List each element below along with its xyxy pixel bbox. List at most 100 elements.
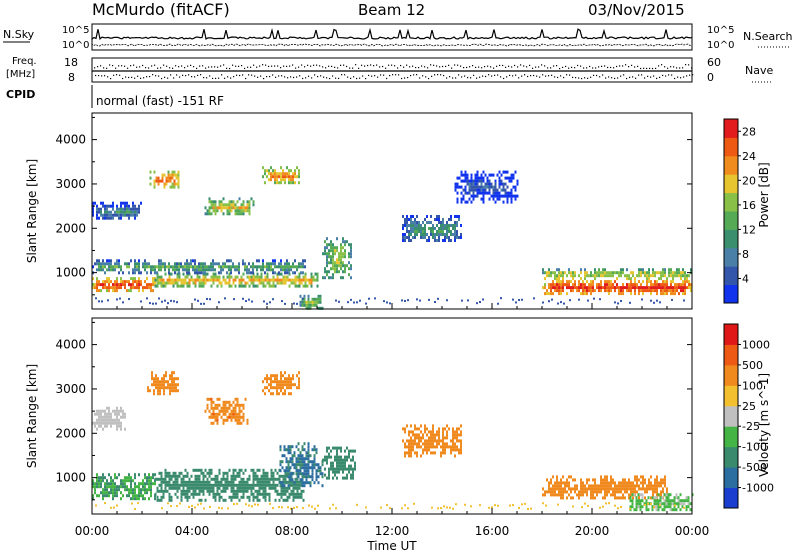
data-cell [172,483,175,487]
data-cell [404,451,406,455]
nave-dot [688,64,690,66]
nave-dot [131,76,133,78]
data-cell [266,175,268,179]
data-cell [218,203,221,207]
data-cell [180,477,183,481]
data-cell [230,415,233,419]
data-cell [270,262,272,266]
data-cell [142,265,144,269]
data-cell [144,497,146,501]
data-cell [432,233,434,236]
data-cell [272,483,275,487]
data-cell [634,283,636,287]
data-cell [596,490,598,494]
data-cell [328,255,330,259]
data-cell [669,493,672,497]
data-cell [672,286,674,290]
data-cell [406,218,408,221]
data-cell [426,445,428,449]
data-cell [268,383,270,387]
data-cell [138,280,140,284]
data-cell [100,485,102,489]
data-cell [256,474,259,478]
data-cell [622,292,624,296]
data-cell [602,481,604,485]
data-cell [446,424,448,428]
data-cell [292,262,294,266]
data-cell [684,280,686,284]
data-cell [562,280,564,284]
data-cell [256,259,258,263]
data-cell [510,176,513,180]
data-cell [412,221,414,224]
data-cell [618,496,620,500]
data-cell [106,216,108,220]
data-cell [184,480,187,484]
speckle-cell [533,297,535,300]
data-cell [188,271,190,275]
data-cell [136,207,138,211]
data-cell [174,480,177,484]
data-cell [202,275,205,279]
data-cell [268,284,271,288]
data-cell [104,412,106,416]
speckle-cell [482,298,484,301]
data-cell [412,448,414,452]
data-cell [570,475,572,479]
data-cell [604,496,606,500]
data-cell [552,292,554,296]
data-cell [182,474,185,478]
data-cell [326,273,328,277]
data-cell [194,262,196,266]
data-cell [298,483,301,487]
data-cell [206,265,208,269]
data-cell [118,421,120,425]
nave-dot [527,75,529,78]
data-cell [452,442,454,446]
data-cell [296,386,298,390]
data-cell [332,267,334,271]
data-cell [242,259,244,263]
data-cell [590,271,592,275]
nave-dot [644,77,646,79]
data-cell [152,280,154,284]
data-cell [158,498,161,502]
data-cell [270,471,273,475]
data-cell [222,197,225,201]
nave-dot [581,77,583,80]
data-cell [586,271,588,275]
data-cell [580,292,582,296]
data-cell [150,265,152,269]
data-cell [340,464,342,468]
data-cell [160,275,163,279]
speckle-cell [233,298,235,301]
data-cell [220,409,223,413]
data-cell [268,492,271,496]
nave-dot [320,75,322,77]
data-cell [558,274,560,278]
data-cell [428,436,430,440]
data-cell [164,483,167,487]
data-cell [340,255,342,259]
nave-dot [638,74,640,76]
data-cell [574,478,576,482]
data-cell [208,268,210,272]
data-cell [659,505,662,509]
data-cell [640,475,642,479]
data-cell [104,271,106,275]
data-cell [148,479,150,483]
data-cell [164,268,166,272]
nave-dot [142,64,144,67]
data-cell [476,179,479,183]
data-cell [340,276,342,280]
data-cell [226,400,229,404]
nave-dot [125,76,127,78]
data-cell [240,477,243,481]
data-cell [260,278,263,282]
data-cell [556,475,558,479]
nave-dot [466,66,468,69]
data-cell [118,216,120,220]
data-cell [110,476,112,480]
